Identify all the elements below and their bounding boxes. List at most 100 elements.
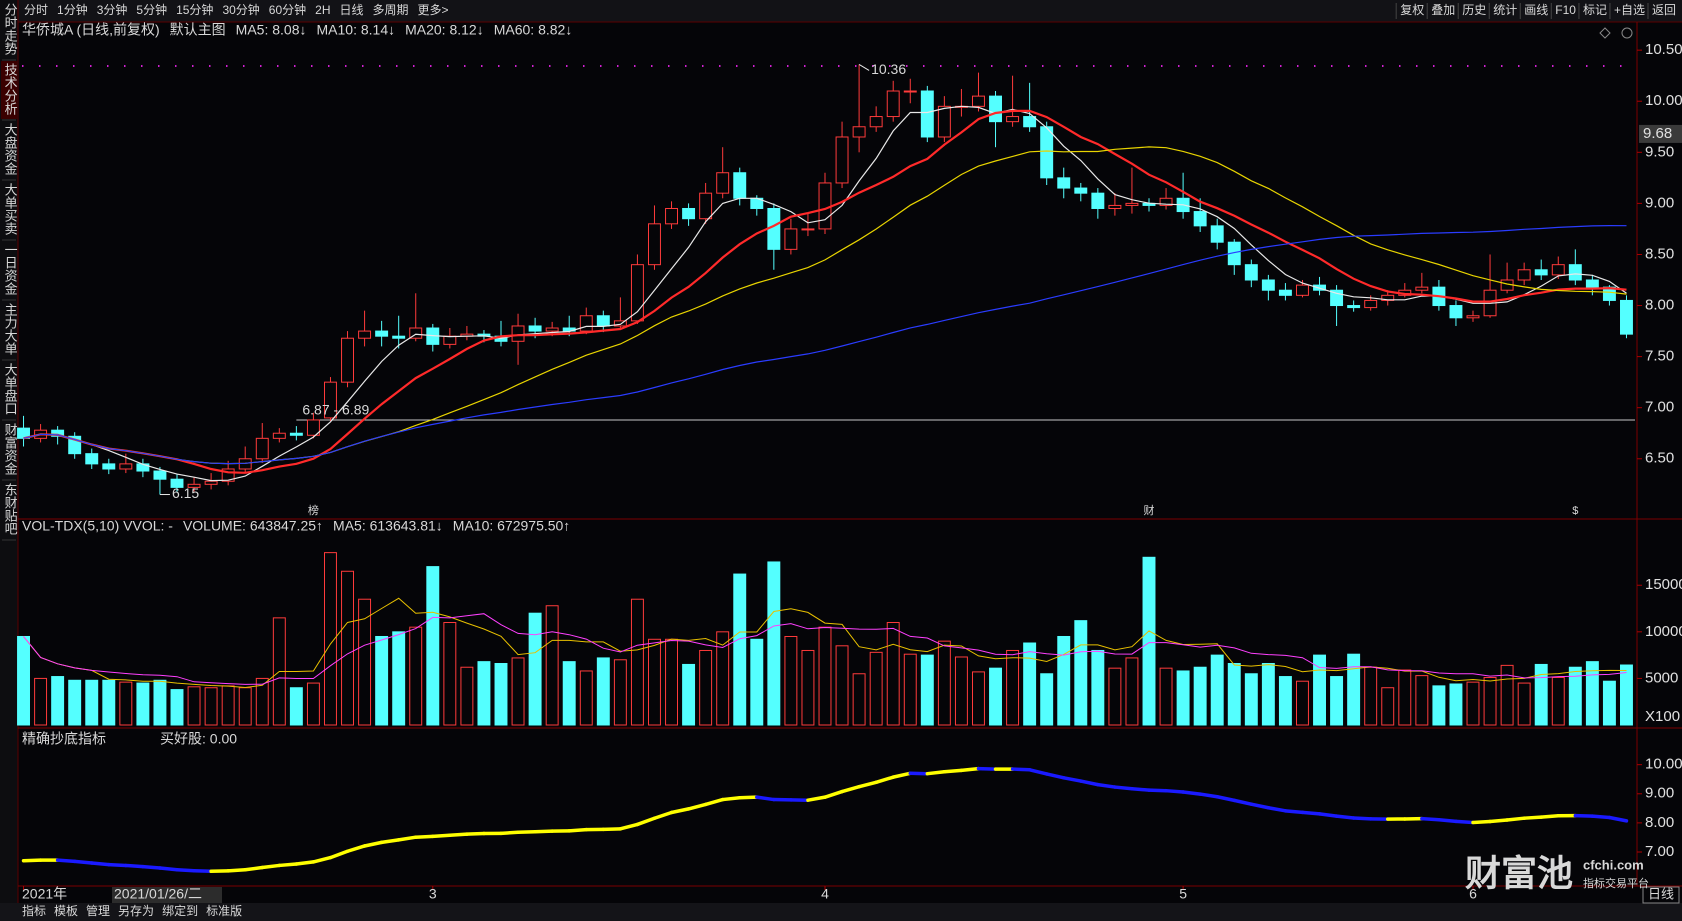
chart-title: 华侨城A (日线,前复权): [22, 22, 160, 38]
bottom-button[interactable]: 管理: [86, 903, 110, 918]
tool-button[interactable]: 画线: [1524, 3, 1548, 17]
volume-bar: [852, 673, 866, 726]
candle-body: [272, 432, 286, 439]
sidebar-tab[interactable]: 财富资金: [3, 423, 18, 475]
indicator-line: [499, 830, 520, 836]
sidebar-tab[interactable]: 大单盘口: [3, 363, 18, 415]
period-tab[interactable]: 日线: [340, 3, 364, 17]
tool-button[interactable]: 复权: [1400, 3, 1424, 17]
indicator-line: [1334, 814, 1356, 820]
volume-bar: [767, 561, 781, 726]
sidebar-tab[interactable]: 大单买卖: [3, 183, 18, 235]
bottom-button[interactable]: 指标: [22, 903, 46, 918]
tool-button[interactable]: 统计: [1493, 3, 1517, 17]
tool-button[interactable]: F10: [1555, 3, 1576, 17]
x-tick-label: 2021年: [22, 886, 67, 902]
indicator-line: [362, 840, 384, 848]
volume-bar: [187, 686, 201, 726]
period-tab[interactable]: 60分钟: [269, 2, 306, 17]
candle-body: [886, 90, 900, 118]
candle-body: [443, 335, 457, 345]
volume-bar: [665, 638, 678, 726]
volume-bar: [937, 640, 951, 726]
volume-bar: [1449, 683, 1463, 726]
candle-body: [1551, 264, 1565, 276]
sidebar-tab[interactable]: 分时走势: [3, 3, 18, 56]
volume-bar: [886, 622, 900, 726]
sidebar-tab[interactable]: 一日资金: [3, 243, 18, 295]
x-tick-label: 5: [1179, 886, 1187, 902]
volume-bar: [1381, 687, 1395, 726]
candle-body: [341, 337, 354, 383]
volume-bar: [1517, 682, 1531, 726]
panel-title: 精确抄底指标: [22, 731, 106, 747]
indicator-line: [277, 862, 299, 868]
sidebar-tab[interactable]: 技术分析: [3, 63, 18, 115]
volume-bar: [1398, 669, 1412, 726]
period-tab[interactable]: 2H: [315, 3, 330, 17]
volume-bar: [1074, 620, 1088, 726]
period-tab[interactable]: 15分钟: [176, 2, 213, 17]
volume-bar: [153, 679, 167, 726]
candle-body: [989, 95, 1002, 123]
volume-bar: [51, 676, 65, 726]
volume-bar: [1057, 635, 1071, 726]
period-tab[interactable]: 多周期: [373, 3, 409, 17]
tool-button[interactable]: 历史: [1462, 3, 1486, 17]
period-tab[interactable]: 更多>: [418, 3, 449, 17]
tool-button[interactable]: 叠加: [1431, 3, 1455, 17]
candle-body: [596, 315, 610, 327]
period-tab[interactable]: 分时: [24, 3, 48, 17]
indicator-line: [601, 827, 623, 832]
indicator-line: [328, 849, 350, 860]
y-tick-label: 7.00: [1645, 399, 1674, 416]
event-marker[interactable]: 榜: [308, 503, 319, 517]
x-tick-label: 6: [1469, 886, 1477, 902]
indicator-line: [1437, 817, 1458, 824]
candle-body: [852, 126, 866, 138]
candle-body: [1364, 299, 1378, 309]
period-tab[interactable]: 3分钟: [97, 2, 128, 17]
candle-body: [375, 330, 389, 337]
indicator-line: [1198, 792, 1219, 799]
candle-body: [1125, 202, 1139, 206]
event-marker[interactable]: $: [1572, 505, 1578, 517]
candle-body: [528, 325, 542, 332]
volume-bar: [1483, 676, 1497, 726]
indicator-line: [686, 802, 708, 811]
candle-body: [801, 228, 815, 231]
status-period: 日线: [1648, 886, 1674, 901]
period-tab[interactable]: 1分钟: [57, 2, 88, 17]
event-marker[interactable]: 财: [1144, 503, 1155, 517]
indicator-line: [669, 807, 691, 815]
volume-bar: [1278, 676, 1292, 726]
y-tick-label: 6.50: [1645, 450, 1674, 467]
volume-bar: [750, 638, 764, 726]
sidebar-tab[interactable]: 主力大单: [3, 303, 18, 355]
volume-bar: [818, 626, 832, 726]
indicator-line: [1027, 768, 1049, 776]
y-tick-label: 8.00: [1645, 814, 1674, 831]
bottom-button[interactable]: 标准版: [206, 904, 242, 918]
volume-bar: [733, 573, 747, 726]
indicator-line: [1181, 790, 1202, 796]
indicator-line: [1351, 816, 1373, 821]
tool-button[interactable]: 标记: [1583, 3, 1607, 17]
bottom-button[interactable]: 绑定到: [162, 903, 198, 918]
bottom-button[interactable]: 另存为: [118, 904, 154, 918]
candle-body: [1210, 225, 1224, 243]
bottom-button[interactable]: 模板: [54, 904, 78, 918]
candle-body: [1091, 192, 1105, 209]
period-tab[interactable]: 30分钟: [222, 2, 259, 17]
volume-bar: [528, 612, 542, 726]
tool-button[interactable]: +自选: [1614, 3, 1645, 17]
period-tab[interactable]: 5分钟: [136, 2, 167, 17]
volume-bar: [85, 679, 99, 726]
volume-bar: [869, 651, 883, 726]
volume-bar: [682, 663, 696, 726]
sidebar-tab[interactable]: 东财贴吧: [3, 483, 18, 535]
tool-button[interactable]: 返回: [1652, 3, 1676, 17]
sidebar-tab[interactable]: 大盘资金: [3, 123, 18, 175]
indicator-line: [192, 868, 213, 874]
volume-bar: [443, 622, 457, 726]
